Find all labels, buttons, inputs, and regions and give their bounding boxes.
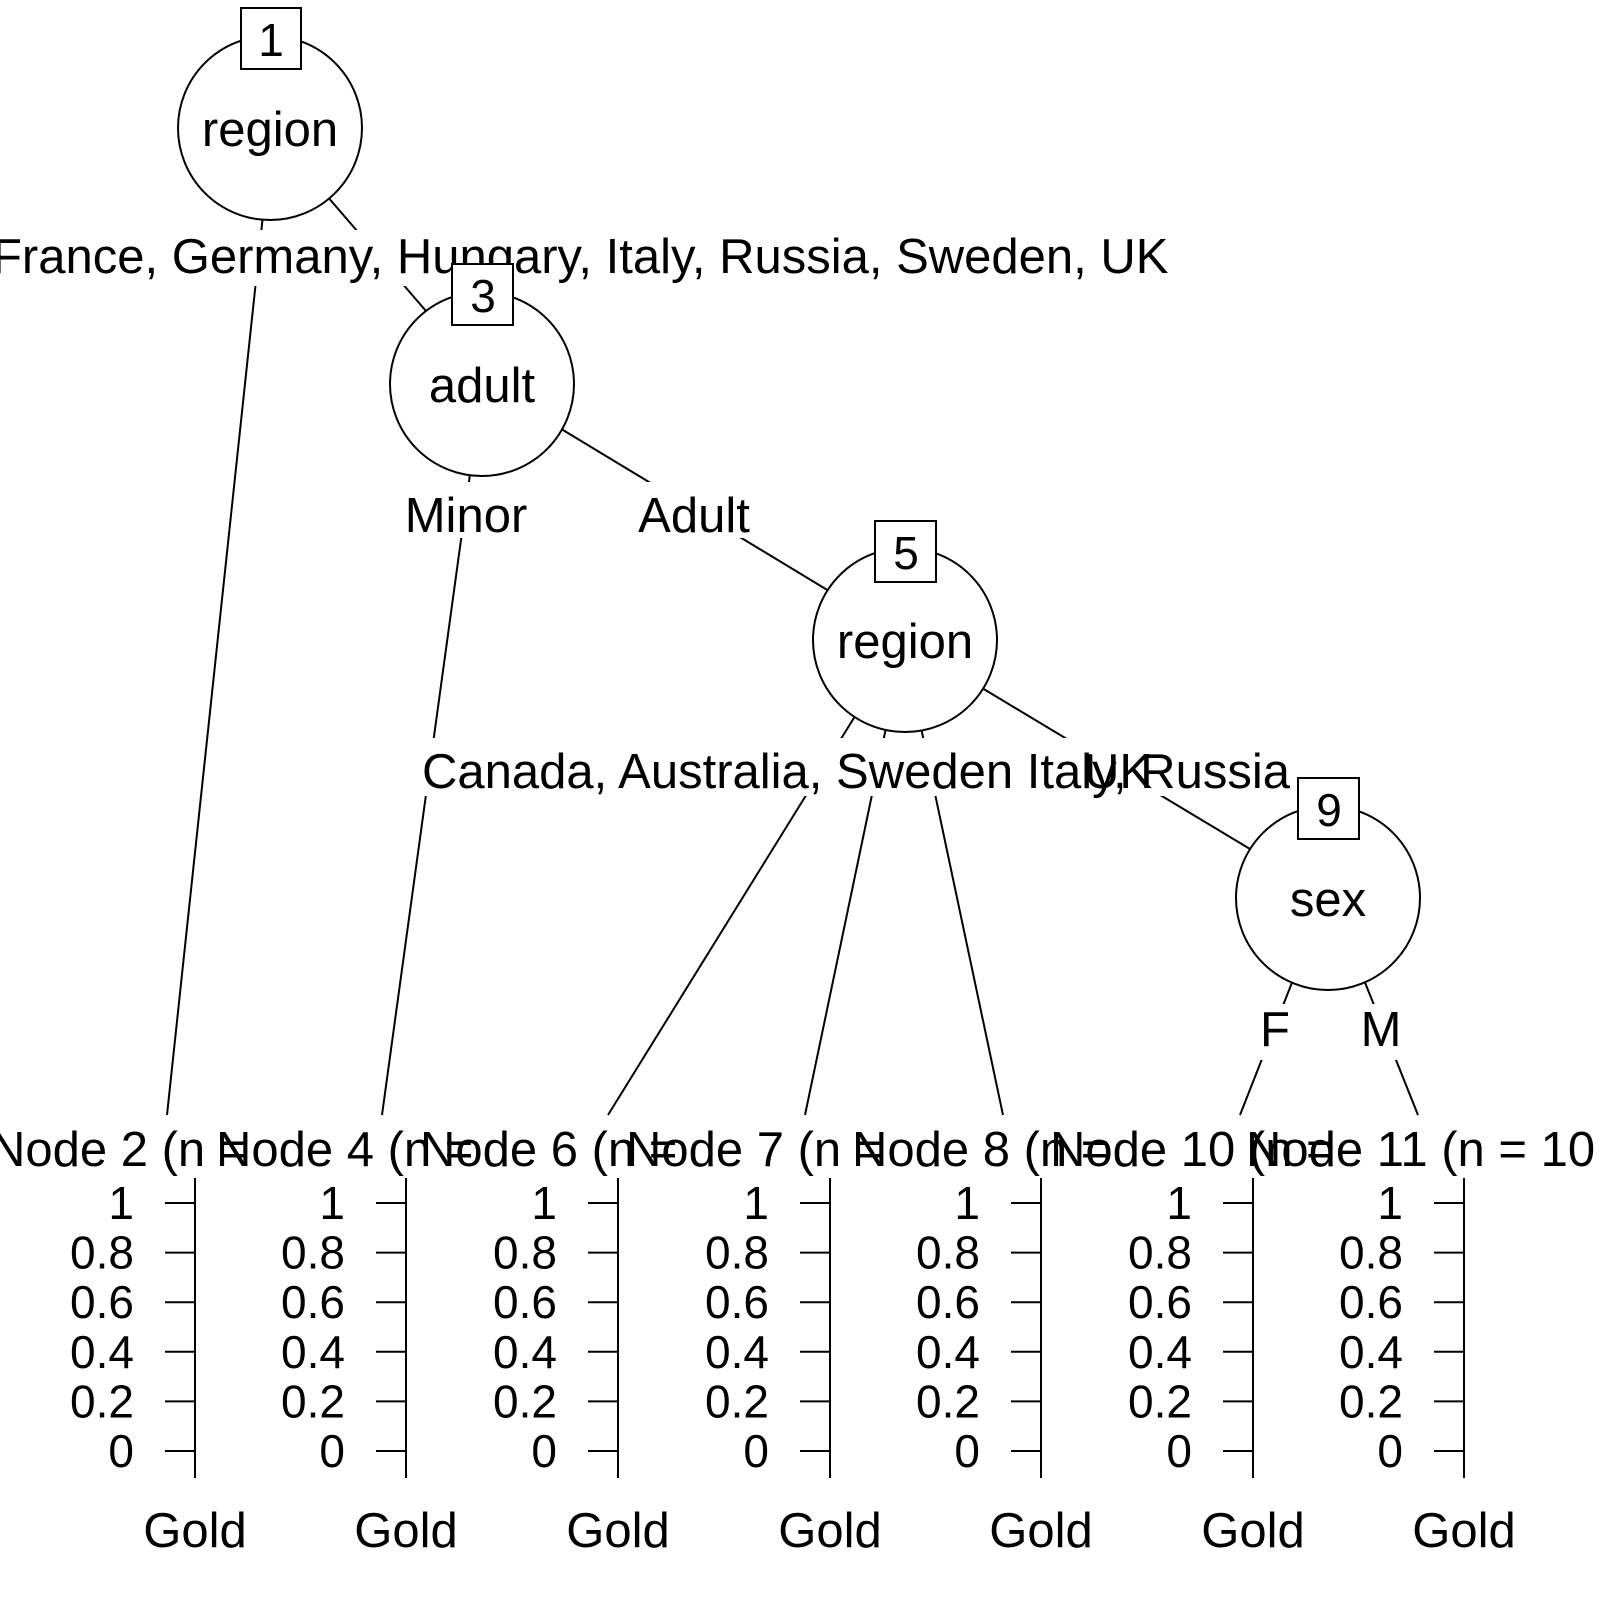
y-tick-label: 0.2 bbox=[705, 1375, 769, 1427]
terminal-panels: 10.80.60.40.20Gold10.80.60.40.20Gold10.8… bbox=[70, 1177, 1516, 1558]
y-tick-label: 0.4 bbox=[493, 1326, 557, 1378]
inner-node-9: 9 sex bbox=[1235, 777, 1421, 991]
inner-node-5-variable: region bbox=[837, 615, 973, 669]
y-tick-label: 0.8 bbox=[70, 1227, 134, 1279]
y-tick-label: 0 bbox=[954, 1425, 980, 1477]
terminal-node-8-title: Node 8 (n = bbox=[852, 1123, 1109, 1177]
inner-node-3: 3 adult bbox=[389, 263, 575, 477]
edge-label-node5-right: UK bbox=[1084, 745, 1152, 799]
inner-node-1: 1 region bbox=[177, 7, 363, 221]
y-tick-label: 0.2 bbox=[1339, 1375, 1403, 1427]
y-tick-label: 1 bbox=[954, 1177, 980, 1229]
y-tick-label: 0.6 bbox=[1128, 1276, 1192, 1328]
y-tick-label: 0.8 bbox=[281, 1227, 345, 1279]
edge-label-node1-left: France, Germany, Hungary, Italy, Russia,… bbox=[0, 230, 1169, 284]
y-tick-label: 0 bbox=[319, 1425, 345, 1477]
inner-node-9-variable: sex bbox=[1290, 873, 1366, 927]
y-tick-label: 0.6 bbox=[705, 1276, 769, 1328]
y-tick-label: 0 bbox=[743, 1425, 769, 1477]
y-tick-label: 0.8 bbox=[705, 1227, 769, 1279]
y-tick-label: 0.4 bbox=[1128, 1326, 1192, 1378]
y-tick-label: 1 bbox=[531, 1177, 557, 1229]
y-tick-label: 0.4 bbox=[281, 1326, 345, 1378]
terminal-node-11-title: Node 11 (n = 10 bbox=[1246, 1123, 1595, 1177]
category-label: Gold bbox=[989, 1504, 1093, 1558]
y-tick-label: 0.4 bbox=[916, 1326, 980, 1378]
inner-node-9-id: 9 bbox=[1316, 784, 1342, 836]
terminal-node-6-title: Node 6 (n = bbox=[420, 1123, 677, 1177]
y-tick-label: 0.8 bbox=[916, 1227, 980, 1279]
tree-edges bbox=[166, 195, 1419, 1116]
category-label: Gold bbox=[1201, 1504, 1305, 1558]
category-label: Gold bbox=[566, 1504, 670, 1558]
y-tick-label: 0.6 bbox=[70, 1276, 134, 1328]
category-label: Gold bbox=[143, 1504, 247, 1558]
y-tick-label: 0.6 bbox=[1339, 1276, 1403, 1328]
y-tick-label: 0.2 bbox=[70, 1375, 134, 1427]
y-tick-label: 1 bbox=[108, 1177, 134, 1229]
inner-node-1-id: 1 bbox=[258, 14, 284, 66]
category-label: Gold bbox=[778, 1504, 882, 1558]
y-tick-label: 1 bbox=[743, 1177, 769, 1229]
y-tick-label: 0.2 bbox=[493, 1375, 557, 1427]
terminal-node-7-title: Node 7 (n = bbox=[626, 1123, 883, 1177]
edge-1-2 bbox=[166, 214, 264, 1116]
edge-label-node5-left: Canada, Australia, Sweden Italy, Russia bbox=[422, 745, 1291, 799]
y-tick-label: 0 bbox=[531, 1425, 557, 1477]
category-label: Gold bbox=[1412, 1504, 1516, 1558]
terminal-node-2-title: Node 2 (n = bbox=[0, 1123, 247, 1177]
y-tick-label: 1 bbox=[1166, 1177, 1192, 1229]
terminal-node-10-title: Node 10 (n = bbox=[1050, 1123, 1335, 1177]
y-tick-label: 0.8 bbox=[493, 1227, 557, 1279]
y-tick-label: 0.6 bbox=[493, 1276, 557, 1328]
inner-node-5-id: 5 bbox=[893, 527, 919, 579]
y-tick-label: 0.6 bbox=[916, 1276, 980, 1328]
inner-node-9-id-box bbox=[1297, 777, 1360, 840]
y-tick-label: 0.4 bbox=[70, 1326, 134, 1378]
y-tick-label: 0.6 bbox=[281, 1276, 345, 1328]
inner-node-3-id: 3 bbox=[470, 270, 496, 322]
inner-node-1-variable: region bbox=[202, 103, 338, 157]
edge-labels: France, Germany, Hungary, Italy, Russia,… bbox=[0, 230, 1405, 1060]
y-tick-label: 1 bbox=[1377, 1177, 1403, 1229]
y-tick-label: 0.2 bbox=[916, 1375, 980, 1427]
terminal-node-4-title: Node 4 (n = bbox=[216, 1123, 473, 1177]
y-tick-label: 0 bbox=[1377, 1425, 1403, 1477]
y-tick-label: 0.4 bbox=[705, 1326, 769, 1378]
inner-node-3-id-box bbox=[451, 263, 514, 326]
y-tick-label: 0.4 bbox=[1339, 1326, 1403, 1378]
y-tick-label: 1 bbox=[319, 1177, 345, 1229]
inner-node-5-id-box bbox=[874, 520, 937, 583]
edge-label-f: F bbox=[1260, 1003, 1290, 1057]
inner-node-5: 5 region bbox=[812, 520, 998, 733]
y-tick-label: 0.2 bbox=[1128, 1375, 1192, 1427]
y-tick-label: 0.8 bbox=[1339, 1227, 1403, 1279]
y-tick-label: 0.2 bbox=[281, 1375, 345, 1427]
inner-node-3-variable: adult bbox=[429, 359, 536, 413]
category-label: Gold bbox=[354, 1504, 458, 1558]
y-tick-label: 0.8 bbox=[1128, 1227, 1192, 1279]
edge-label-minor: Minor bbox=[405, 489, 528, 543]
y-tick-label: 0 bbox=[108, 1425, 134, 1477]
inner-node-1-id-box bbox=[240, 7, 302, 70]
y-tick-label: 0 bbox=[1166, 1425, 1192, 1477]
edge-label-m: M bbox=[1361, 1003, 1402, 1057]
terminal-titles: Node 2 (n = Node 4 (n = Node 6 (n = Node… bbox=[0, 1123, 1595, 1177]
edge-label-adult: Adult bbox=[638, 489, 750, 543]
